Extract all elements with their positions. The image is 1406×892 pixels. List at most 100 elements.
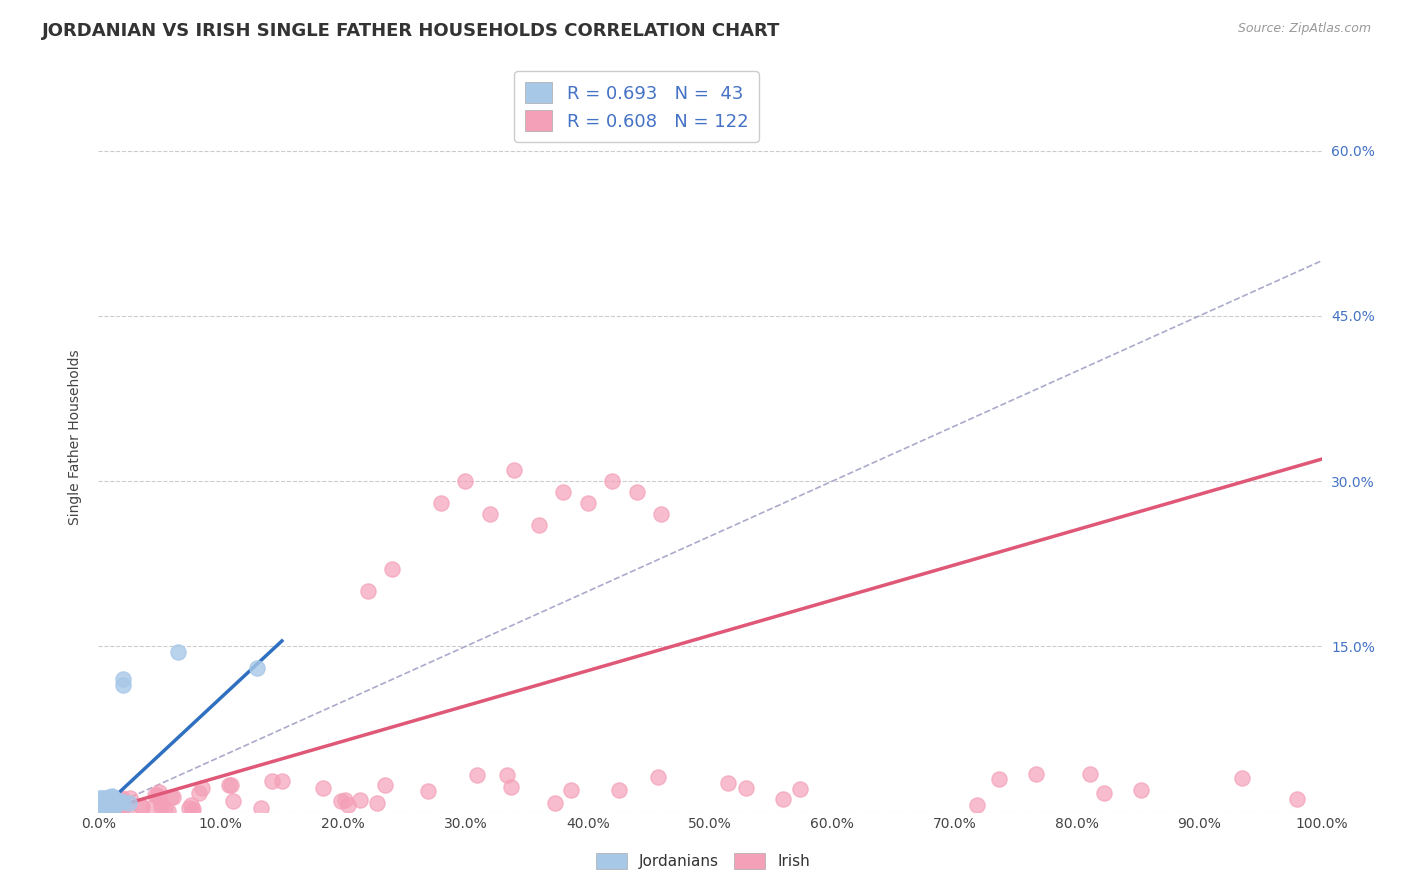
Point <box>148 790 170 805</box>
Point <box>90 799 112 814</box>
Point <box>89 797 111 811</box>
Point <box>148 785 170 799</box>
Point <box>89 802 111 816</box>
Point <box>560 782 582 797</box>
Point <box>988 772 1011 786</box>
Point <box>111 791 134 805</box>
Point <box>966 798 988 813</box>
Point <box>454 474 477 488</box>
Point <box>90 796 112 810</box>
Point <box>100 796 122 810</box>
Point <box>96 792 118 806</box>
Point <box>90 805 112 819</box>
Point <box>647 771 669 785</box>
Point <box>271 773 294 788</box>
Point <box>91 795 114 809</box>
Point <box>100 796 122 810</box>
Point <box>157 804 180 818</box>
Point <box>1285 792 1308 806</box>
Point <box>93 796 115 810</box>
Point <box>105 796 128 810</box>
Point <box>105 794 128 808</box>
Point <box>100 797 122 811</box>
Point <box>149 800 172 814</box>
Point <box>576 496 599 510</box>
Point <box>381 562 404 576</box>
Text: JORDANIAN VS IRISH SINGLE FATHER HOUSEHOLDS CORRELATION CHART: JORDANIAN VS IRISH SINGLE FATHER HOUSEHO… <box>42 22 780 40</box>
Point <box>90 796 112 810</box>
Point <box>100 803 122 817</box>
Point <box>159 790 181 805</box>
Legend: Jordanians, Irish: Jordanians, Irish <box>591 847 815 875</box>
Point <box>87 791 110 805</box>
Point <box>98 805 121 819</box>
Point <box>101 789 124 804</box>
Point <box>117 800 139 814</box>
Point <box>97 789 120 804</box>
Point <box>93 805 115 819</box>
Point <box>180 797 202 812</box>
Point <box>90 794 112 808</box>
Point <box>93 791 115 805</box>
Point <box>103 801 125 815</box>
Point <box>93 799 115 814</box>
Point <box>103 800 125 814</box>
Point <box>90 799 112 814</box>
Point <box>93 794 115 808</box>
Point <box>600 474 623 488</box>
Point <box>105 797 128 811</box>
Point <box>103 795 125 809</box>
Point <box>146 788 169 802</box>
Point <box>100 796 122 810</box>
Point <box>1078 767 1101 781</box>
Point <box>93 802 115 816</box>
Point <box>222 794 245 808</box>
Point <box>1129 783 1152 797</box>
Point <box>118 791 141 805</box>
Point <box>96 798 118 813</box>
Point <box>100 802 122 816</box>
Point <box>89 803 111 817</box>
Point <box>90 796 112 810</box>
Point <box>94 798 117 813</box>
Point <box>131 799 153 814</box>
Point <box>90 797 112 811</box>
Point <box>181 802 204 816</box>
Point <box>91 796 114 810</box>
Point <box>143 788 166 802</box>
Point <box>735 780 758 795</box>
Point <box>250 801 273 815</box>
Point <box>181 804 204 818</box>
Point <box>112 799 135 814</box>
Point <box>105 797 128 811</box>
Point <box>553 485 575 500</box>
Point <box>105 793 128 807</box>
Point <box>89 797 111 811</box>
Point <box>103 794 125 808</box>
Point <box>465 768 488 782</box>
Point <box>142 799 165 814</box>
Point <box>1230 772 1253 786</box>
Point <box>111 795 134 809</box>
Point <box>650 507 672 521</box>
Point <box>607 783 630 797</box>
Point <box>337 798 360 813</box>
Point <box>110 792 132 806</box>
Point <box>108 797 131 812</box>
Point <box>91 802 114 816</box>
Point <box>96 796 118 810</box>
Point <box>98 797 121 811</box>
Point <box>789 782 811 797</box>
Point <box>91 801 114 815</box>
Point <box>312 781 335 796</box>
Point <box>93 800 115 814</box>
Point <box>246 661 269 675</box>
Point <box>90 803 112 817</box>
Point <box>131 799 153 814</box>
Point <box>91 805 114 819</box>
Point <box>108 798 131 813</box>
Point <box>105 801 128 815</box>
Point <box>191 780 214 795</box>
Point <box>90 801 112 815</box>
Text: Source: ZipAtlas.com: Source: ZipAtlas.com <box>1237 22 1371 36</box>
